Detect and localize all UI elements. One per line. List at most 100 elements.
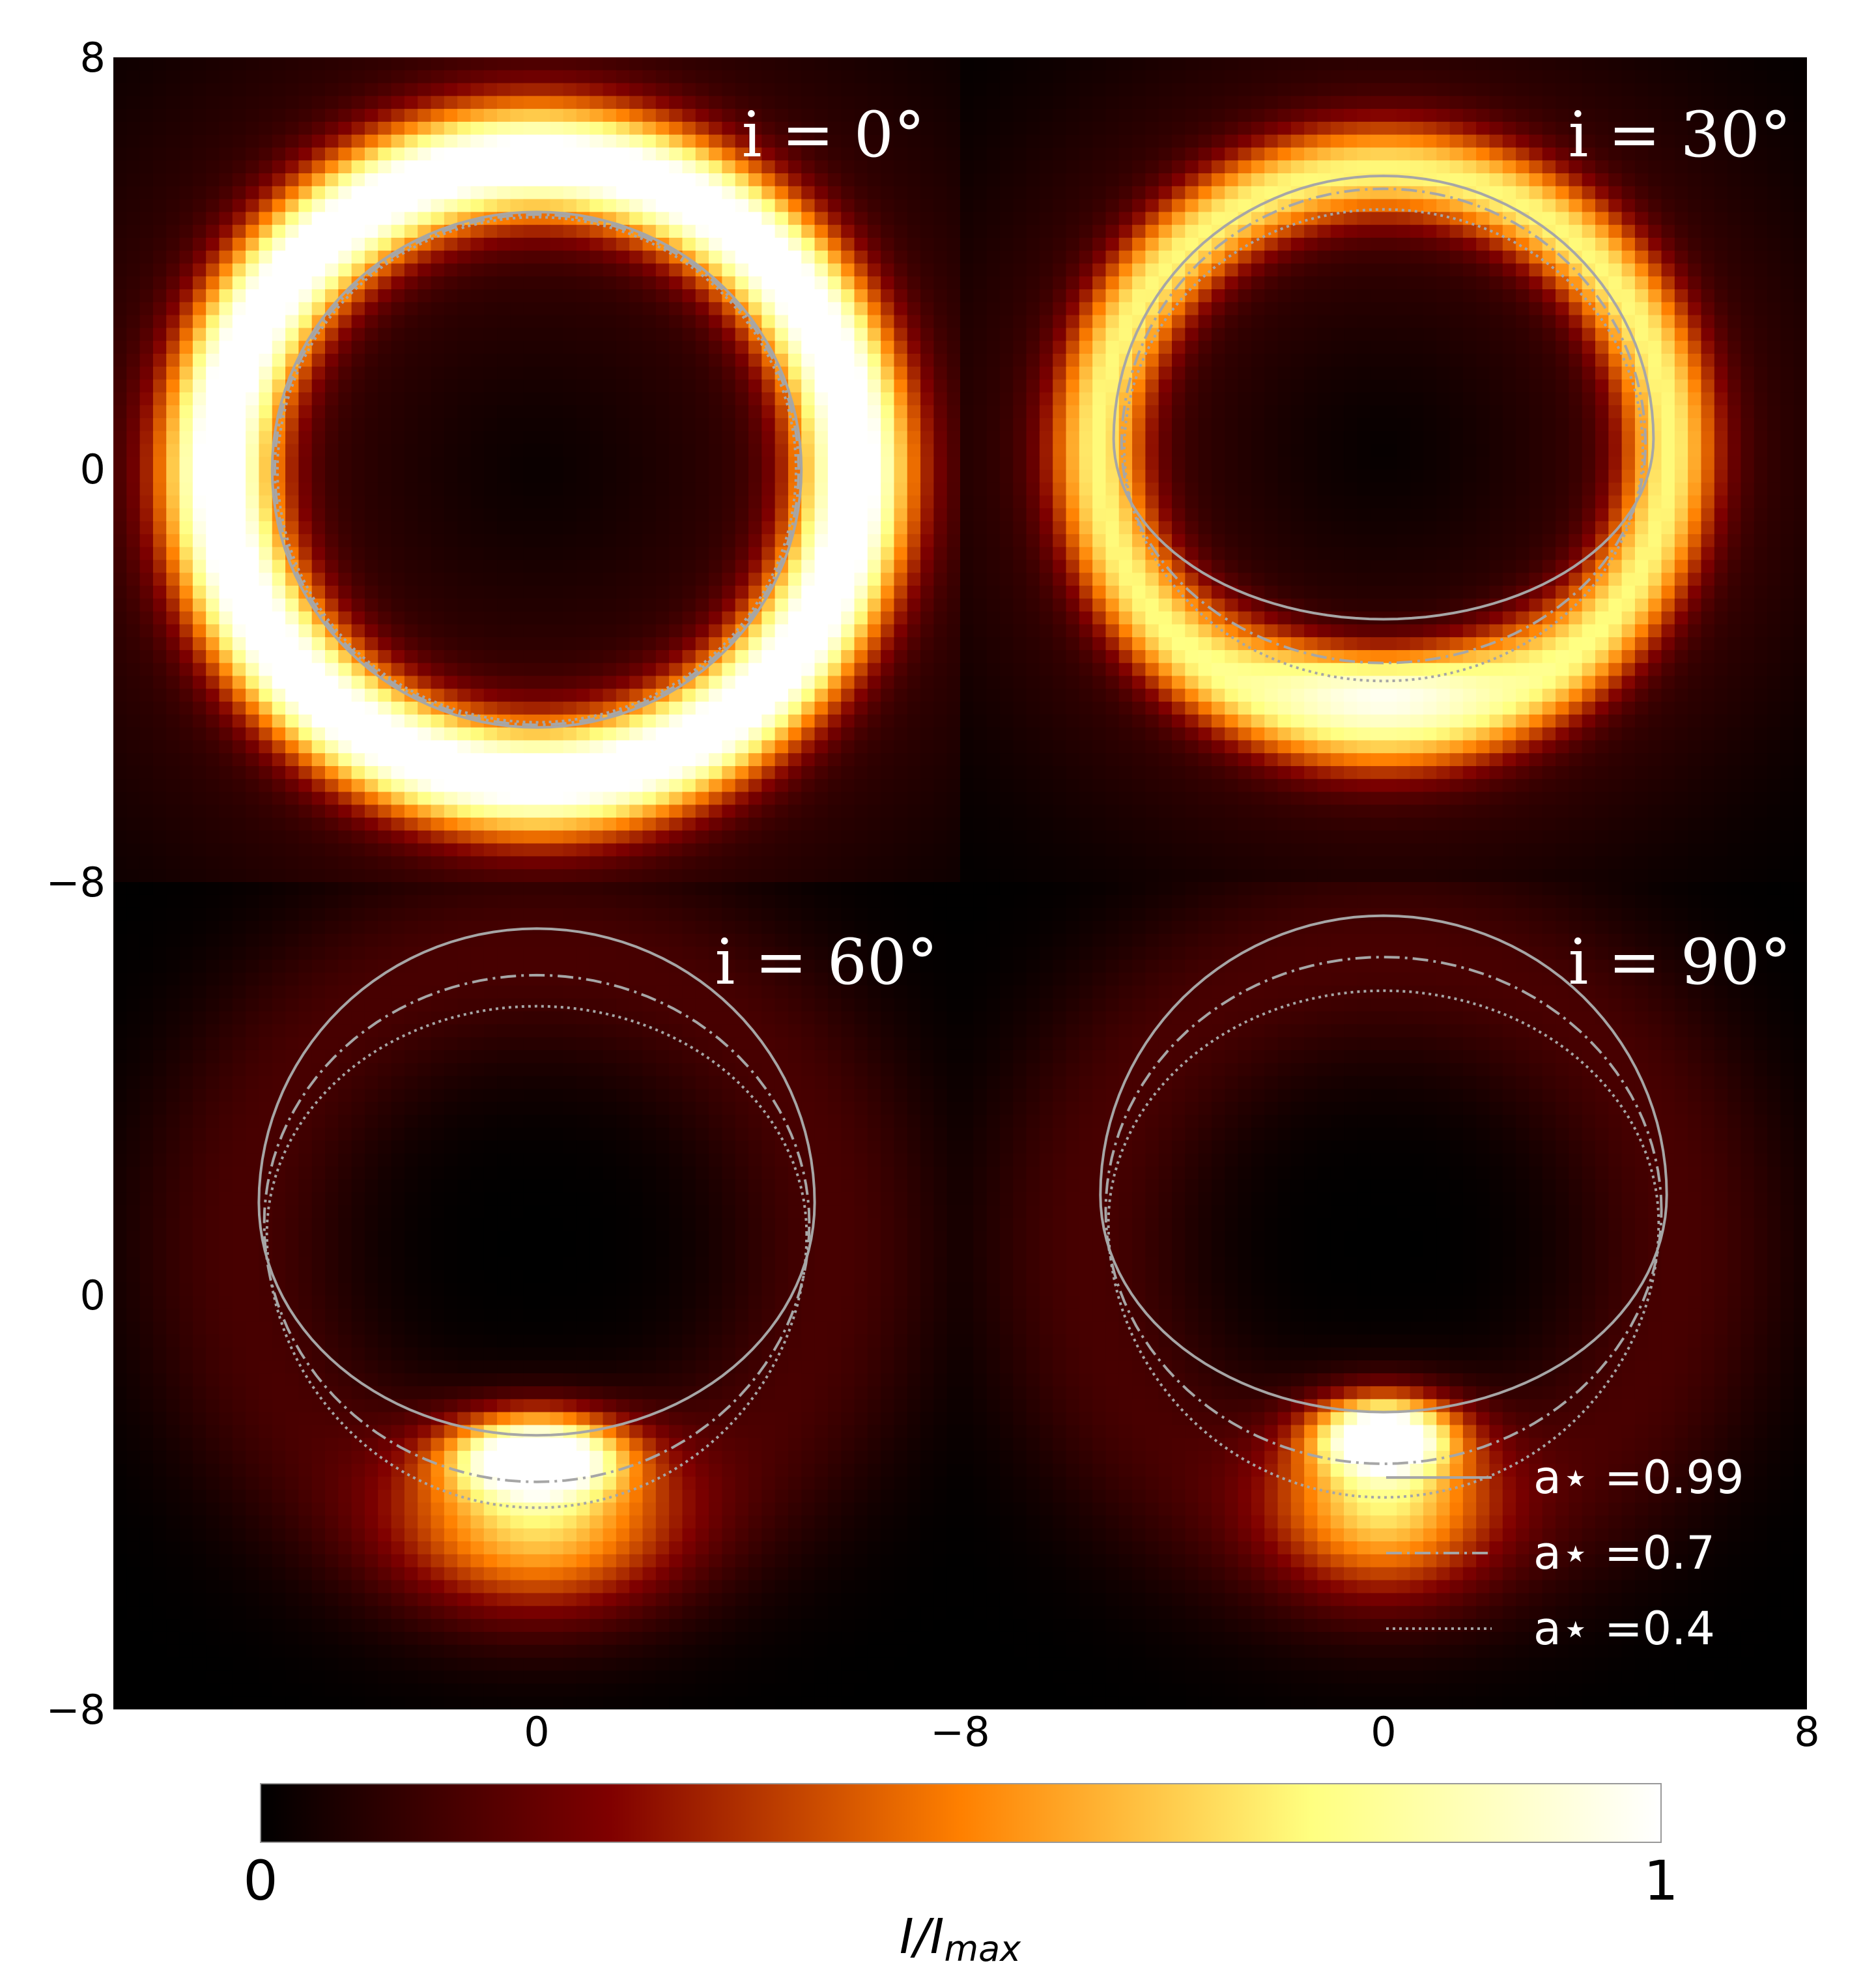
heatmap-cell (1384, 83, 1397, 96)
heatmap-cell (166, 508, 180, 522)
heatmap-cell (841, 366, 855, 380)
heatmap-cell (881, 753, 895, 767)
heatmap-cell (1118, 96, 1133, 109)
heatmap-cell (378, 482, 392, 496)
heatmap-cell (1754, 160, 1768, 174)
heatmap-cell (1767, 83, 1781, 96)
heatmap-cell (669, 457, 683, 470)
heatmap-cell (166, 521, 180, 535)
heatmap-cell (483, 366, 498, 380)
heatmap-cell (378, 727, 392, 741)
heatmap-cell (854, 778, 868, 793)
heatmap-cell (510, 186, 524, 200)
heatmap-cell (259, 431, 273, 445)
heatmap-cell (1026, 199, 1040, 212)
heatmap-cell (126, 702, 141, 715)
heatmap-cell (801, 792, 816, 805)
heatmap-cell (735, 753, 749, 767)
heatmap-cell (1542, 173, 1556, 187)
heatmap-cell (325, 778, 339, 793)
heatmap-cell (603, 521, 617, 535)
heatmap-cell (775, 805, 789, 818)
heatmap-cell (483, 70, 498, 84)
heatmap-cell (1436, 147, 1451, 161)
heatmap-cell (192, 869, 206, 882)
heatmap-cell (391, 765, 405, 780)
heatmap-cell (483, 547, 498, 561)
heatmap-cell (655, 843, 670, 857)
heatmap-cell (775, 778, 789, 793)
heatmap-cell (1727, 186, 1742, 200)
heatmap-cell (1449, 225, 1464, 238)
heatmap-cell (298, 753, 313, 767)
heatmap-cell (590, 353, 604, 367)
heatmap-cell (192, 560, 206, 573)
heatmap-cell (259, 869, 273, 882)
heatmap-cell (1502, 134, 1516, 149)
heatmap-cell (1105, 121, 1120, 136)
heatmap-cell (444, 70, 458, 84)
heatmap-cell (457, 778, 472, 793)
heatmap-cell (259, 121, 273, 136)
heatmap-cell (179, 611, 193, 625)
heatmap-cell (827, 818, 842, 831)
heatmap-cell (682, 212, 696, 225)
heatmap-cell (854, 263, 868, 277)
heatmap-cell (1264, 225, 1279, 238)
heatmap-cell (1118, 160, 1133, 174)
heatmap-cell (285, 173, 299, 187)
heatmap-cell (642, 444, 657, 457)
heatmap-cell (126, 431, 141, 445)
heatmap-cell (775, 263, 789, 277)
heatmap-cell (431, 134, 445, 149)
heatmap-cell (113, 663, 127, 677)
heatmap-cell (1225, 121, 1239, 136)
heatmap-cell (431, 573, 445, 586)
heatmap-cell (1727, 173, 1742, 187)
heatmap-cell (775, 843, 789, 857)
heatmap-cell (152, 482, 167, 496)
heatmap-cell (682, 482, 696, 496)
heatmap-cell (933, 315, 948, 329)
heatmap-cell (841, 740, 855, 754)
heatmap-cell (179, 792, 193, 805)
heatmap-cell (470, 573, 485, 586)
heatmap-cell (537, 237, 550, 251)
heatmap-cell (470, 289, 485, 303)
heatmap-cell (259, 702, 273, 715)
heatmap-cell (1462, 134, 1477, 149)
heatmap-cell (325, 573, 339, 586)
heatmap-cell (1489, 109, 1503, 122)
heatmap-cell (179, 212, 193, 225)
heatmap-cell (841, 147, 855, 161)
heatmap-cell (722, 792, 736, 805)
heatmap-cell (364, 353, 378, 367)
heatmap-cell (404, 250, 418, 264)
heatmap-cell (563, 444, 577, 457)
heatmap-cell (497, 199, 511, 212)
heatmap-cell (126, 765, 141, 780)
heatmap-cell (854, 96, 868, 109)
heatmap-cell (735, 199, 749, 212)
heatmap-cell (854, 444, 868, 457)
heatmap-cell (669, 778, 683, 793)
heatmap-cell (669, 508, 683, 522)
heatmap-cell (1449, 96, 1464, 109)
heatmap-cell (1793, 57, 1807, 71)
heatmap-cell (259, 237, 273, 251)
heatmap-cell (1529, 225, 1543, 238)
heatmap-cell (510, 353, 524, 367)
heatmap-cell (166, 778, 180, 793)
heatmap-cell (1053, 109, 1067, 122)
heatmap-cell (722, 740, 736, 754)
heatmap-cell (881, 341, 895, 354)
heatmap-cell (827, 637, 842, 651)
heatmap-cell (616, 83, 630, 96)
heatmap-cell (483, 753, 498, 767)
heatmap-cell (709, 663, 722, 677)
heatmap-cell (655, 160, 670, 174)
heatmap-cell (1330, 109, 1344, 122)
heatmap-cell (325, 186, 339, 200)
heatmap-cell (497, 495, 511, 509)
heatmap-cell (1556, 70, 1569, 84)
